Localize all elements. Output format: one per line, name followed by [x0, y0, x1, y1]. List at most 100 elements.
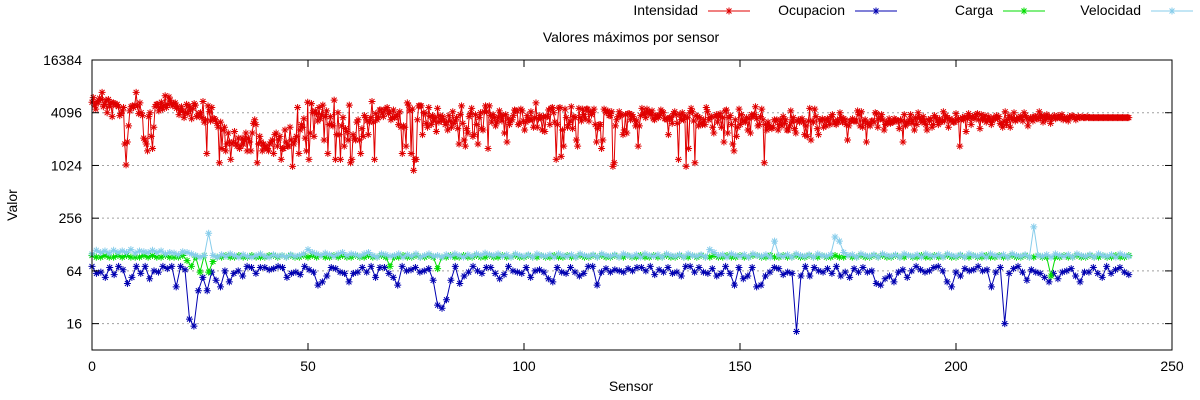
- data-point: [472, 250, 480, 258]
- data-point: [546, 121, 554, 129]
- data-point: [330, 252, 338, 260]
- data-point: [634, 142, 642, 150]
- data-point: [1045, 278, 1053, 286]
- data-point: [344, 136, 352, 144]
- data-point: [132, 88, 140, 96]
- data-point: [105, 253, 113, 261]
- data-point: [300, 115, 308, 123]
- data-point: [1095, 250, 1103, 258]
- data-point: [496, 275, 504, 283]
- data-point: [764, 118, 772, 126]
- data-point: [249, 119, 257, 127]
- data-point: [1034, 251, 1042, 259]
- data-point: [995, 113, 1003, 121]
- data-point: [295, 150, 303, 158]
- data-point: [716, 110, 724, 118]
- data-point: [146, 109, 154, 117]
- data-point: [710, 129, 718, 137]
- data-point: [831, 251, 839, 259]
- data-point: [503, 251, 511, 259]
- data-point: [675, 155, 683, 163]
- data-point: [831, 233, 839, 241]
- data-point: [1038, 252, 1046, 260]
- data-point: [809, 253, 817, 261]
- data-point: [91, 101, 99, 109]
- series-layer: [88, 88, 1133, 336]
- data-point: [345, 278, 353, 286]
- data-point: [438, 253, 446, 261]
- data-point: [485, 251, 493, 259]
- data-point: [598, 250, 606, 258]
- data-point: [825, 117, 833, 125]
- data-point: [559, 251, 567, 259]
- data-point: [585, 117, 593, 125]
- data-point: [594, 125, 602, 133]
- data-point: [503, 138, 511, 146]
- data-point: [1099, 251, 1107, 259]
- data-point: [296, 126, 304, 134]
- data-point: [502, 111, 510, 119]
- data-point: [932, 114, 940, 122]
- data-point: [94, 99, 102, 107]
- data-point: [239, 251, 247, 259]
- data-point: [442, 296, 450, 304]
- data-point: [832, 262, 840, 270]
- data-point: [270, 150, 278, 158]
- data-point: [784, 126, 792, 134]
- data-point: [504, 262, 512, 270]
- data-point: [545, 106, 553, 114]
- data-point: [465, 268, 473, 276]
- data-point: [753, 251, 761, 259]
- data-point: [1005, 269, 1013, 277]
- data-point: [615, 108, 623, 116]
- data-point: [1004, 253, 1012, 261]
- data-point: [881, 275, 889, 283]
- data-point: [809, 118, 817, 126]
- data-point: [542, 252, 550, 260]
- data-point: [1067, 114, 1075, 122]
- data-point: [464, 251, 472, 259]
- data-point: [219, 126, 227, 134]
- data-point: [558, 126, 566, 134]
- data-point: [507, 253, 515, 261]
- data-point: [231, 128, 239, 136]
- data-point: [840, 253, 848, 261]
- data-point: [673, 268, 681, 276]
- data-point: [476, 109, 484, 117]
- data-point: [137, 269, 145, 277]
- data-point: [208, 103, 216, 111]
- data-point: [965, 110, 973, 118]
- data-point: [387, 116, 395, 124]
- data-point: [688, 251, 696, 259]
- data-point: [736, 252, 744, 260]
- data-point: [234, 134, 242, 142]
- data-point: [870, 251, 878, 259]
- data-point: [854, 107, 862, 115]
- data-point: [952, 252, 960, 260]
- data-point: [529, 253, 537, 261]
- data-point: [190, 322, 198, 330]
- data-point: [261, 264, 269, 272]
- data-point: [704, 269, 712, 277]
- data-point: [304, 246, 312, 254]
- data-point: [105, 249, 113, 257]
- data-point: [163, 265, 171, 273]
- data-point: [633, 264, 641, 272]
- data-point: [244, 252, 252, 260]
- data-point: [281, 126, 289, 134]
- data-point: [1011, 117, 1019, 125]
- data-point: [101, 100, 109, 108]
- data-point: [425, 103, 433, 111]
- data-point: [926, 117, 934, 125]
- data-point: [222, 147, 230, 155]
- data-point: [1049, 269, 1057, 277]
- data-point: [923, 126, 931, 134]
- data-point: [319, 101, 327, 109]
- data-point: [533, 123, 541, 131]
- data-point: [456, 279, 464, 287]
- data-point: [460, 253, 468, 261]
- data-point: [1060, 252, 1068, 260]
- data-point: [580, 269, 588, 277]
- data-point: [181, 109, 189, 117]
